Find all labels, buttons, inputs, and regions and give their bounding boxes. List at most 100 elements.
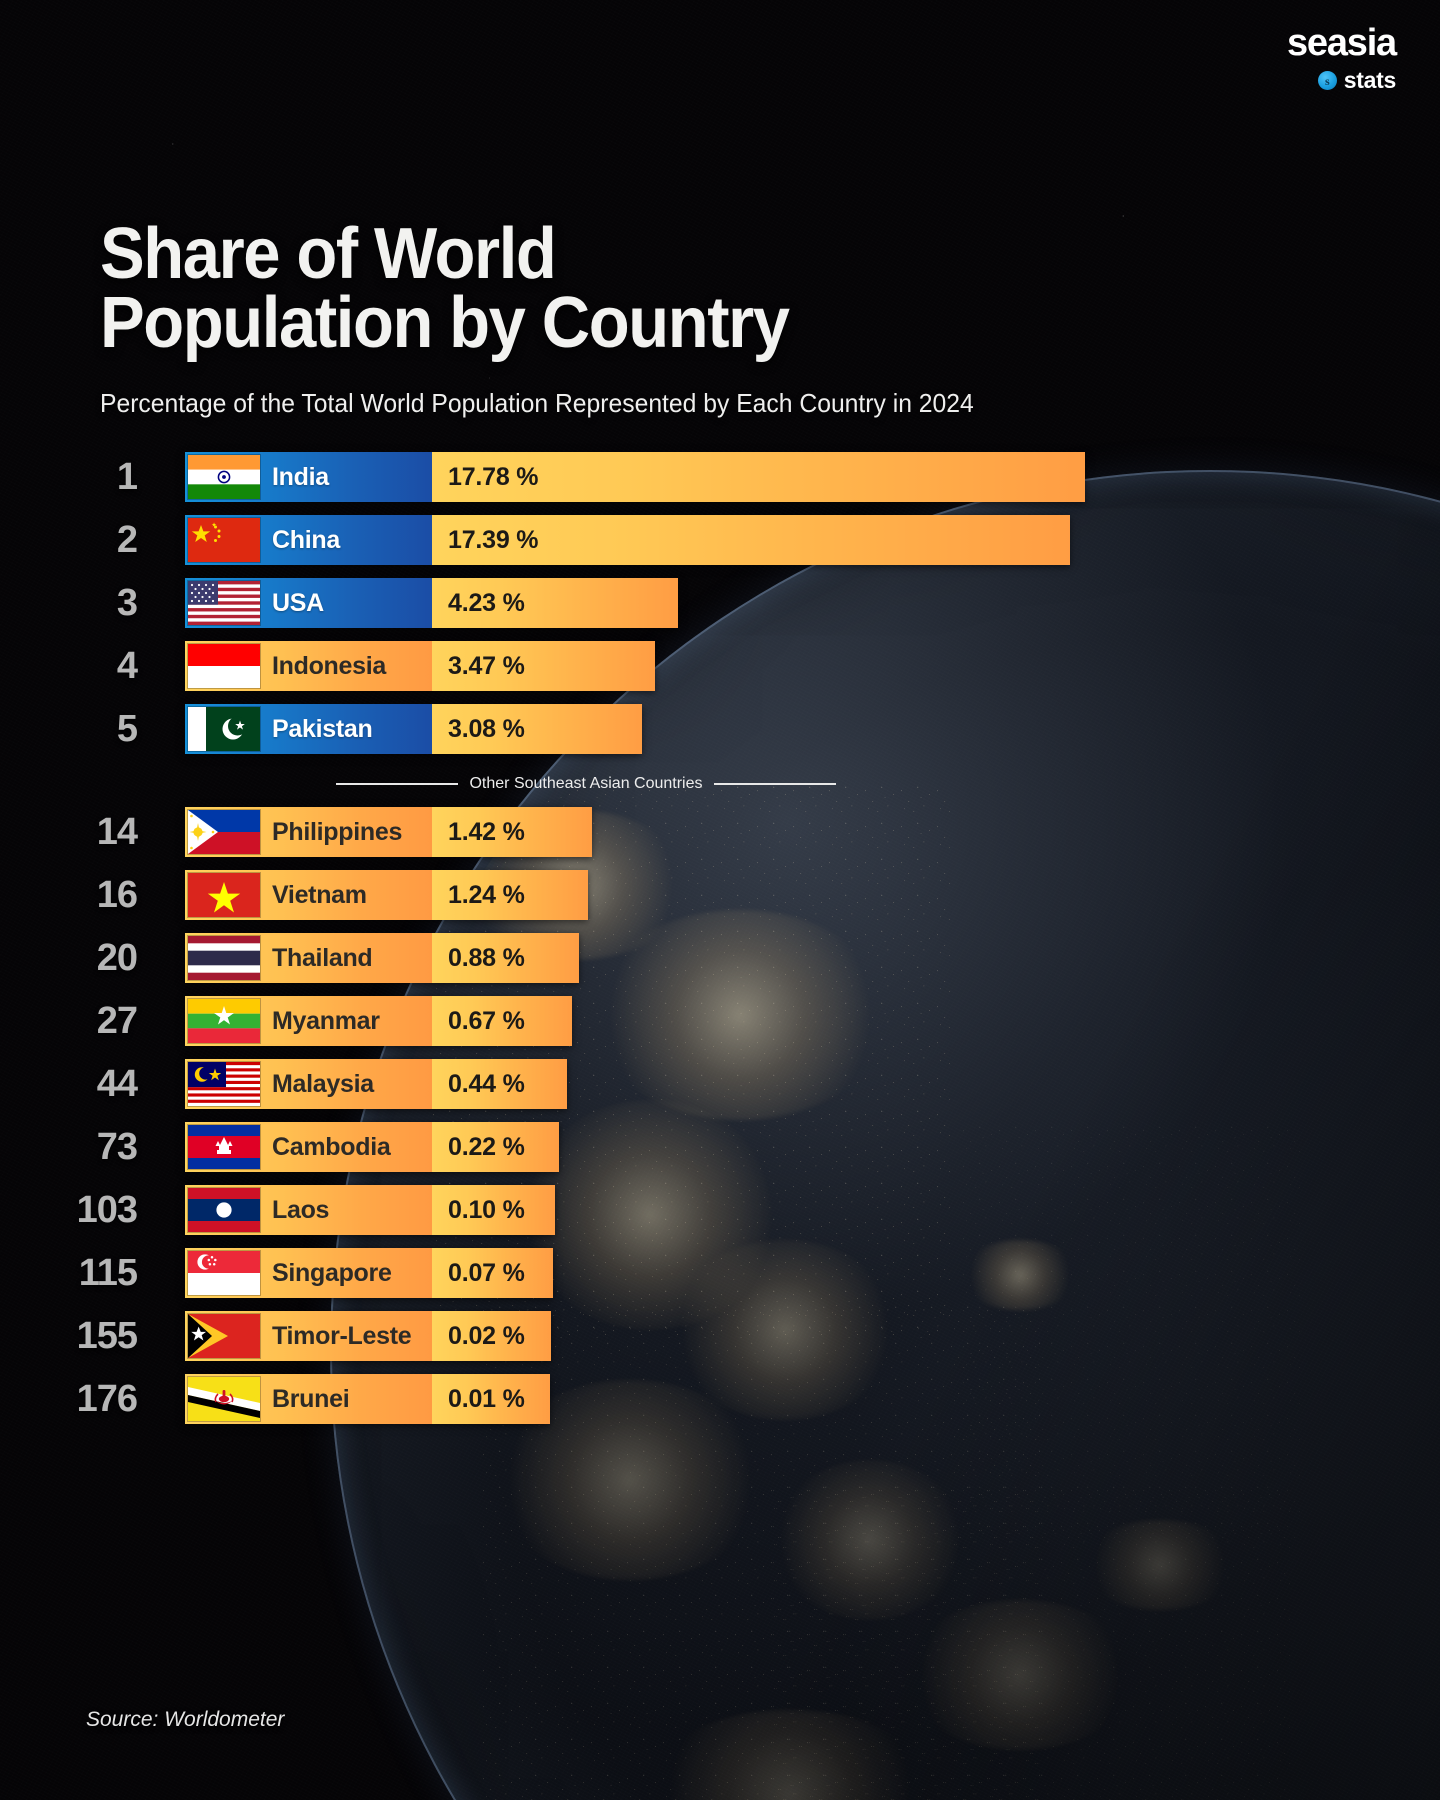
country-label-segment: China (185, 515, 432, 565)
rank-number: 44 (96, 1062, 138, 1105)
percentage-value: 4.23 % (448, 588, 525, 617)
country-bar[interactable]: Pakistan 3.08 % (185, 704, 642, 754)
value-segment: 3.08 % (432, 704, 642, 754)
flag-sg-icon (188, 1251, 260, 1295)
divider-label: Other Southeast Asian Countries (469, 775, 703, 792)
title-line-1: Share of World (100, 214, 557, 294)
value-segment: 1.24 % (432, 870, 588, 920)
country-bar[interactable]: USA 4.23 % (185, 578, 678, 628)
country-bar[interactable]: Timor-Leste 0.02 % (185, 1311, 551, 1361)
source-credit: Source: Worldometer (86, 1708, 285, 1731)
flag-pk-icon (188, 707, 260, 751)
value-segment: 3.47 % (432, 641, 655, 691)
country-label-segment: Laos (185, 1185, 432, 1235)
percentage-value: 0.07 % (448, 1258, 525, 1287)
percentage-value: 17.78 % (448, 462, 539, 491)
rank-number: 3 (116, 581, 138, 624)
table-row[interactable]: 176 Brunei 0.01 % (0, 1374, 1440, 1424)
value-segment: 0.44 % (432, 1059, 567, 1109)
table-row[interactable]: 2 China 17.39 % (0, 515, 1440, 565)
country-bar[interactable]: India 17.78 % (185, 452, 1085, 502)
country-label-segment: Singapore (185, 1248, 432, 1298)
country-bar[interactable]: Laos 0.10 % (185, 1185, 555, 1235)
flag-id-icon (188, 644, 260, 688)
flag-la-icon (188, 1188, 260, 1232)
logo-wordmark: seasia (1286, 22, 1397, 64)
percentage-value: 0.10 % (448, 1195, 525, 1224)
table-row[interactable]: 3 USA 4.23 % (0, 578, 1440, 628)
rank-number: 20 (96, 936, 138, 979)
rank-number: 176 (76, 1377, 138, 1420)
country-label-segment: Myanmar (185, 996, 432, 1046)
table-row[interactable]: 115 Singapore 0.07 % (0, 1248, 1440, 1298)
divider-line-left (336, 783, 459, 785)
percentage-value: 0.02 % (448, 1321, 525, 1350)
table-row[interactable]: 155 Timor-Leste 0.02 % (0, 1311, 1440, 1361)
country-label-segment: Brunei (185, 1374, 432, 1424)
rank-number: 103 (76, 1188, 138, 1231)
seasia-mark-icon: s (1317, 71, 1337, 90)
value-segment: 0.67 % (432, 996, 572, 1046)
table-row[interactable]: 103 Laos 0.10 % (0, 1185, 1440, 1235)
value-segment: 0.22 % (432, 1122, 559, 1172)
flag-vn-icon (188, 873, 260, 917)
country-name: Singapore (272, 1258, 392, 1287)
rank-number: 16 (96, 873, 138, 916)
table-row[interactable]: 4 Indonesia 3.47 % (0, 641, 1440, 691)
country-label-segment: Malaysia (185, 1059, 432, 1109)
value-segment: 4.23 % (432, 578, 678, 628)
country-name: Laos (272, 1195, 330, 1224)
table-row[interactable]: 20 Thailand 0.88 % (0, 933, 1440, 983)
table-row[interactable]: 1 India 17.78 % (0, 452, 1440, 502)
country-bar[interactable]: Indonesia 3.47 % (185, 641, 655, 691)
title-line-2: Population by Country (100, 283, 790, 364)
country-bar[interactable]: Singapore 0.07 % (185, 1248, 553, 1298)
country-label-segment: India (185, 452, 432, 502)
value-segment: 0.02 % (432, 1311, 551, 1361)
country-label-segment: Vietnam (185, 870, 432, 920)
percentage-value: 1.42 % (448, 817, 525, 846)
country-name: Malaysia (272, 1069, 374, 1098)
country-name: Thailand (272, 943, 373, 972)
table-row[interactable]: 27 Myanmar 0.67 % (0, 996, 1440, 1046)
value-segment: 17.78 % (432, 452, 1085, 502)
percentage-value: 0.88 % (448, 943, 525, 972)
flag-tl-icon (188, 1314, 260, 1358)
country-bar[interactable]: Malaysia 0.44 % (185, 1059, 567, 1109)
table-row[interactable]: 5 Pakistan 3.08 % (0, 704, 1440, 754)
country-bar[interactable]: Thailand 0.88 % (185, 933, 579, 983)
rank-number: 14 (96, 810, 138, 853)
table-row[interactable]: 14 Philippines 1.42 % (0, 807, 1440, 857)
divider-line-right (713, 783, 836, 785)
percentage-value: 0.67 % (448, 1006, 525, 1035)
page-title: Share of World Population by Country (100, 214, 790, 364)
logo-stats-label: stats (1343, 67, 1397, 93)
country-bar[interactable]: Cambodia 0.22 % (185, 1122, 559, 1172)
rank-number: 2 (116, 518, 138, 561)
table-row[interactable]: 44 Malaysia 0.44 % (0, 1059, 1440, 1109)
percentage-value: 3.47 % (448, 651, 525, 680)
country-bar[interactable]: Myanmar 0.67 % (185, 996, 572, 1046)
value-segment: 1.42 % (432, 807, 592, 857)
table-row[interactable]: 73 Cambodia 0.22 % (0, 1122, 1440, 1172)
country-name: Cambodia (272, 1132, 391, 1161)
country-bar-list: 1 India 17.78 % 2 China 17.39 % 3 (0, 452, 1440, 1437)
rank-number: 155 (76, 1314, 138, 1357)
rank-number: 1 (116, 455, 138, 498)
country-name: China (272, 525, 340, 554)
country-bar[interactable]: Vietnam 1.24 % (185, 870, 588, 920)
country-name: Brunei (272, 1384, 350, 1413)
section-divider: Other Southeast Asian Countries (336, 767, 836, 801)
country-bar[interactable]: Philippines 1.42 % (185, 807, 592, 857)
country-name: USA (272, 588, 324, 617)
page-subtitle: Percentage of the Total World Population… (100, 388, 974, 418)
value-segment: 17.39 % (432, 515, 1070, 565)
flag-in-icon (188, 455, 260, 499)
country-bar[interactable]: Brunei 0.01 % (185, 1374, 550, 1424)
percentage-value: 3.08 % (448, 714, 525, 743)
country-label-segment: Indonesia (185, 641, 432, 691)
country-bar[interactable]: China 17.39 % (185, 515, 1070, 565)
country-label-segment: Thailand (185, 933, 432, 983)
table-row[interactable]: 16 Vietnam 1.24 % (0, 870, 1440, 920)
flag-cn-icon (188, 518, 260, 562)
